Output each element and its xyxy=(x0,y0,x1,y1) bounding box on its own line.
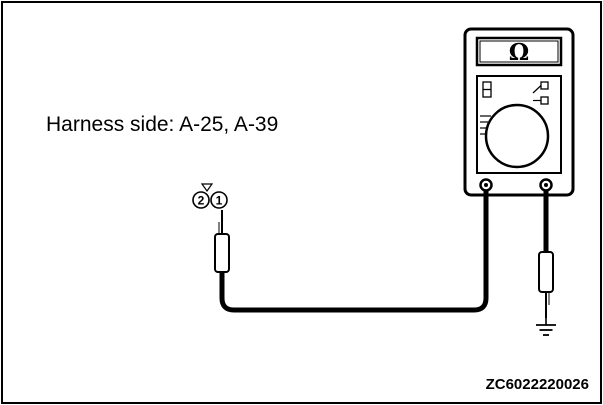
harness-connector-icon: 2 1 xyxy=(192,183,228,209)
ohmmeter-icon: Ω xyxy=(463,27,575,197)
ground-icon xyxy=(536,318,556,336)
connector-pin-2-label: 2 xyxy=(198,194,205,208)
meter-display-symbol: Ω xyxy=(509,39,529,66)
connector-pin-2 xyxy=(192,191,210,209)
meter-display xyxy=(475,36,563,67)
connector-pin-1 xyxy=(210,191,228,209)
harness-side-label: Harness side: A-25, A-39 xyxy=(46,113,279,136)
connector-probe xyxy=(214,210,230,273)
meter-display-inner xyxy=(479,40,559,63)
connector-pin-1-label: 1 xyxy=(216,194,223,208)
ground-probe xyxy=(538,251,554,318)
pin-marker-icon xyxy=(200,183,214,193)
figure-code: ZC6022220026 xyxy=(485,376,589,393)
meter-dial xyxy=(484,103,550,169)
test-lead-wire xyxy=(219,191,489,313)
